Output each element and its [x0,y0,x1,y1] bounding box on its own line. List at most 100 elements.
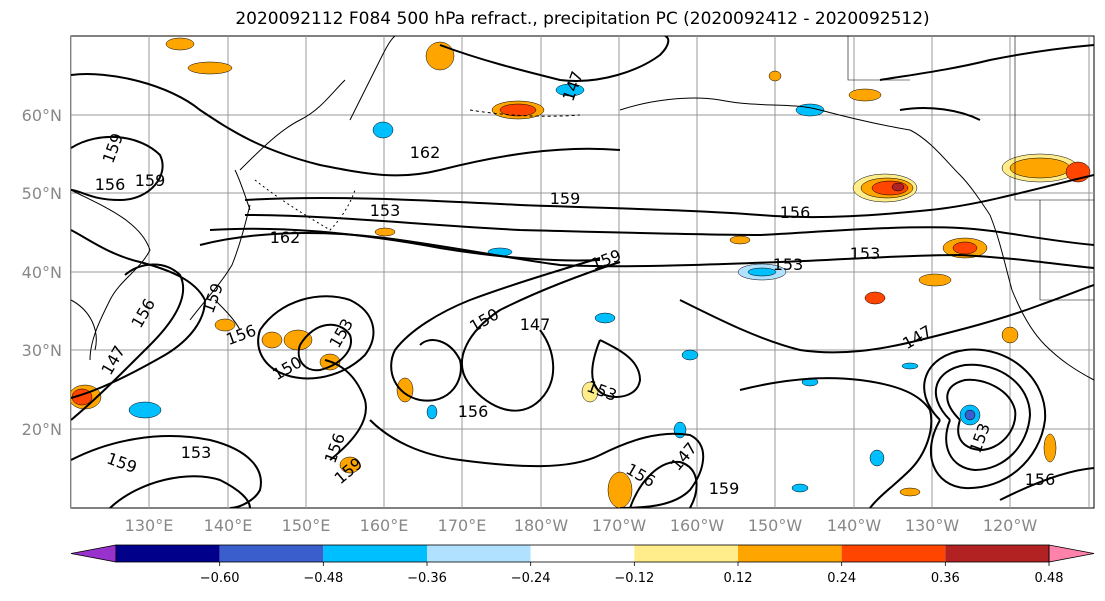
aleutian-islands [469,109,581,117]
coastline-japan [189,169,251,331]
precip-patch [673,421,687,439]
latitude-label: 30°N [22,341,62,360]
longitude-label: 140°E [204,516,253,535]
longitude-label: 160°W [670,516,725,535]
contour-label: 153 [773,255,804,274]
longitude-label: 120°W [983,516,1038,535]
kuril-islands [254,179,356,231]
latitude-label: 40°N [22,263,62,282]
precip-patch [261,331,283,349]
contour-label: 153 [370,201,401,220]
latitude-label: 50°N [22,184,62,203]
contour-label: 147 [520,315,551,334]
colorbar-segment [323,545,427,562]
colorbar-segment [945,545,1049,562]
contour-label: 162 [410,143,441,162]
contour-label: 159 [709,479,740,498]
precip-patch [864,291,886,305]
longitude-label: 170°E [438,516,487,535]
colorbar-segment [634,545,738,562]
precip-patch [372,121,394,139]
political-borders [847,36,1094,301]
colorbar-outline [115,544,1050,563]
colorbar-tick-label: −0.36 [407,571,447,586]
map-title: 2020092112 F084 500 hPa refract., precip… [235,9,930,29]
colorbar-segment [427,545,531,562]
colorbar-tick-label: −0.24 [511,571,551,586]
contour-label: 153 [181,443,212,462]
coastlines [71,36,1094,381]
latitude-labels: 60°N 50°N 40°N 30°N 20°N [22,106,62,439]
precip-patch [581,381,599,403]
precip-patch [425,41,455,71]
contour-label: 159 [550,189,581,208]
precip-patch [594,312,616,324]
longitude-label: 150°W [748,516,803,535]
longitude-label: 180°W [514,516,569,535]
precip-patch [339,456,361,474]
contour-label: 156 [780,203,811,222]
precip-patch [964,409,976,421]
precip-patch [374,227,396,237]
latitude-label: 20°N [22,420,62,439]
colorbar-tick-label: −0.60 [200,571,240,586]
colorbar: −0.60 −0.48 −0.36 −0.24 −0.12 0.12 0.24 0.36 0.4… [70,544,1095,586]
precip-patch [899,487,921,497]
colorbar-segment [738,545,842,562]
precip-patch [1043,433,1057,463]
precip-patch [891,182,905,192]
precip-patch [128,401,162,419]
precip-patch [187,61,233,75]
precip-patch [729,235,751,245]
longitude-label: 150°E [282,516,331,535]
precip-patch [283,329,313,351]
precip-shading [71,37,1091,508]
coastline-kamchatka [239,36,396,171]
longitude-label: 170°W [592,516,647,535]
precip-patch [426,404,438,420]
precip-patch [165,37,195,51]
colorbar-tick-label: 0.12 [724,571,753,586]
precip-patch [848,88,882,102]
contour-label: 156 [1025,470,1056,489]
precip-patch [869,449,885,467]
precip-patch [918,273,952,287]
precip-patch [791,483,809,493]
colorbar-segment [219,545,324,562]
contour-label: 156 [458,402,489,421]
colorbar-extend-low [70,544,117,563]
colorbar-tick-label: 0.24 [827,571,856,586]
contour-lines [71,36,1094,508]
colorbar-tick-label: −0.12 [614,571,654,586]
precip-patch [499,103,537,117]
precip-patch [747,267,777,277]
precip-patch [607,471,633,508]
colorbar-segment [116,545,220,562]
colorbar-segment [530,545,635,562]
contour-label: 159 [135,171,166,190]
latitude-label: 60°N [22,106,62,125]
precip-patch [768,70,782,82]
precip-patch [1001,326,1019,344]
precip-patch [952,241,978,255]
colorbar-tick-label: 0.48 [1035,571,1064,586]
coastline-east-asia [71,189,151,361]
colorbar-tick-label: −0.48 [303,571,343,586]
colorbar-tick-label: 0.36 [931,571,960,586]
colorbar-extend-high [1048,544,1095,563]
longitude-labels: 130°E 140°E 150°E 160°E 170°E 180°W 170°W 160°W… [125,516,1038,535]
precip-patch [901,362,919,370]
longitude-label: 160°E [360,516,409,535]
contour-label: 153 [850,244,881,263]
colorbar-segment [841,545,946,562]
longitude-label: 130°W [905,516,960,535]
precip-patch [555,83,585,97]
longitude-label: 140°W [827,516,882,535]
coastline-north-america [989,214,1094,381]
precip-patch [1009,157,1071,179]
coastline-alaska [619,97,991,216]
precip-patch [214,318,236,332]
contour-label: 162 [270,228,301,247]
longitude-label: 130°E [125,516,174,535]
